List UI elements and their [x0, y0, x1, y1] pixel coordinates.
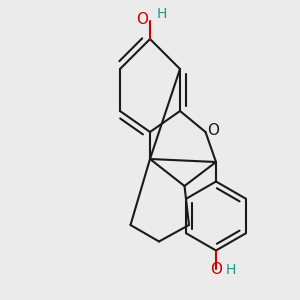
Text: H: H [226, 263, 236, 277]
Text: O: O [207, 123, 219, 138]
Text: H: H [157, 7, 167, 20]
Text: O: O [136, 12, 148, 27]
Text: O: O [210, 262, 222, 278]
